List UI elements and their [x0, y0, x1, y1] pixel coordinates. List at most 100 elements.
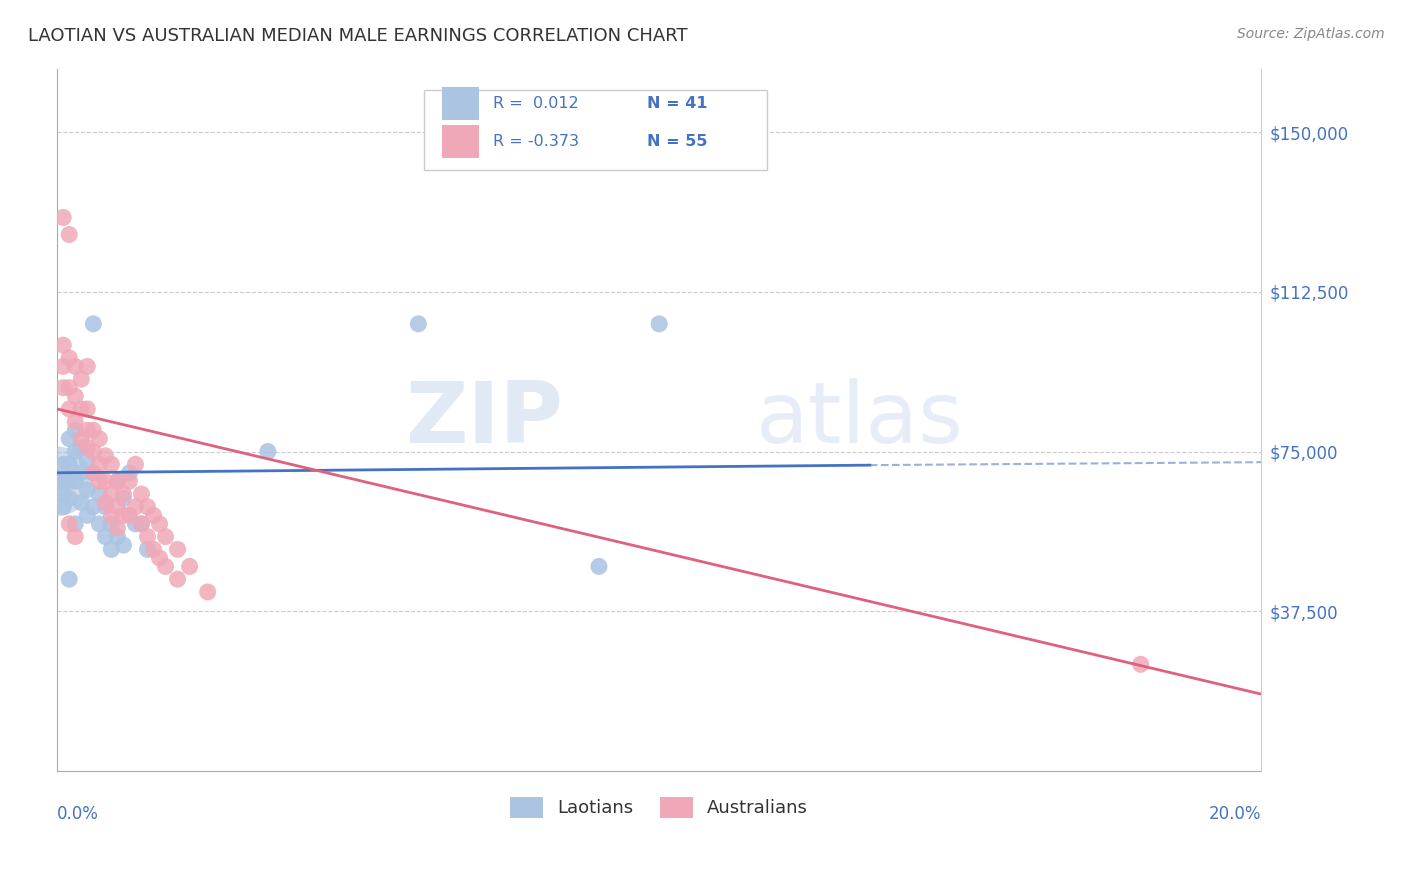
- Point: [112, 538, 135, 552]
- Point: [76, 453, 98, 467]
- Point: [52, 211, 75, 225]
- Point: [76, 401, 98, 416]
- Point: [70, 401, 93, 416]
- Point: [76, 359, 98, 374]
- Point: [76, 483, 98, 497]
- Point: [155, 530, 177, 544]
- Point: [94, 475, 117, 489]
- Point: [58, 475, 80, 489]
- Point: [155, 559, 177, 574]
- Text: 20.0%: 20.0%: [1209, 805, 1261, 822]
- Point: [131, 487, 153, 501]
- Point: [105, 475, 128, 489]
- Point: [58, 351, 80, 365]
- Text: N = 41: N = 41: [647, 96, 707, 111]
- Text: Source: ZipAtlas.com: Source: ZipAtlas.com: [1237, 27, 1385, 41]
- Point: [166, 572, 188, 586]
- Point: [52, 381, 75, 395]
- FancyBboxPatch shape: [443, 125, 478, 158]
- Point: [124, 500, 146, 514]
- Point: [94, 495, 117, 509]
- Point: [112, 487, 135, 501]
- Point: [58, 572, 80, 586]
- Point: [46, 475, 69, 489]
- FancyBboxPatch shape: [425, 89, 768, 170]
- Point: [136, 500, 159, 514]
- Point: [588, 559, 610, 574]
- Point: [124, 458, 146, 472]
- Point: [65, 415, 87, 429]
- Point: [100, 542, 122, 557]
- Point: [94, 530, 117, 544]
- Point: [148, 516, 170, 531]
- Point: [70, 495, 93, 509]
- Legend: Laotians, Australians: Laotians, Australians: [503, 789, 815, 825]
- Point: [257, 444, 280, 458]
- Point: [197, 585, 219, 599]
- Point: [118, 508, 141, 523]
- Point: [89, 487, 111, 501]
- Point: [70, 432, 93, 446]
- Point: [112, 508, 135, 523]
- Point: [131, 516, 153, 531]
- Text: LAOTIAN VS AUSTRALIAN MEDIAN MALE EARNINGS CORRELATION CHART: LAOTIAN VS AUSTRALIAN MEDIAN MALE EARNIN…: [28, 27, 688, 45]
- Point: [105, 521, 128, 535]
- Point: [136, 542, 159, 557]
- Point: [105, 475, 128, 489]
- Point: [58, 491, 80, 506]
- Point: [136, 530, 159, 544]
- Point: [76, 440, 98, 454]
- Point: [89, 475, 111, 489]
- Point: [142, 508, 165, 523]
- Point: [58, 227, 80, 242]
- Point: [100, 458, 122, 472]
- Point: [52, 500, 75, 514]
- Text: atlas: atlas: [755, 378, 963, 461]
- Point: [70, 440, 93, 454]
- Point: [89, 458, 111, 472]
- Point: [65, 475, 87, 489]
- Point: [82, 466, 104, 480]
- Point: [82, 423, 104, 437]
- Point: [46, 475, 69, 489]
- Point: [89, 516, 111, 531]
- Point: [58, 432, 80, 446]
- Point: [58, 401, 80, 416]
- FancyBboxPatch shape: [443, 87, 478, 120]
- Point: [100, 508, 122, 523]
- Point: [105, 500, 128, 514]
- Point: [65, 444, 87, 458]
- Text: 0.0%: 0.0%: [58, 805, 98, 822]
- Point: [58, 458, 80, 472]
- Point: [179, 559, 201, 574]
- Point: [1129, 657, 1152, 672]
- Point: [76, 508, 98, 523]
- Point: [142, 542, 165, 557]
- Point: [65, 423, 87, 437]
- Point: [52, 475, 75, 489]
- Point: [82, 444, 104, 458]
- Point: [112, 491, 135, 506]
- Point: [100, 516, 122, 531]
- Point: [124, 516, 146, 531]
- Point: [76, 423, 98, 437]
- Point: [65, 530, 87, 544]
- Point: [70, 466, 93, 480]
- Point: [648, 317, 671, 331]
- Point: [52, 458, 75, 472]
- Point: [408, 317, 430, 331]
- Point: [52, 487, 75, 501]
- Point: [65, 516, 87, 531]
- Point: [118, 466, 141, 480]
- Point: [82, 466, 104, 480]
- Point: [131, 516, 153, 531]
- Point: [100, 487, 122, 501]
- Point: [166, 542, 188, 557]
- Text: ZIP: ZIP: [405, 378, 562, 461]
- Text: R =  0.012: R = 0.012: [494, 96, 579, 111]
- Point: [148, 550, 170, 565]
- Point: [105, 530, 128, 544]
- Point: [52, 338, 75, 352]
- Text: R = -0.373: R = -0.373: [494, 134, 579, 149]
- Point: [65, 389, 87, 403]
